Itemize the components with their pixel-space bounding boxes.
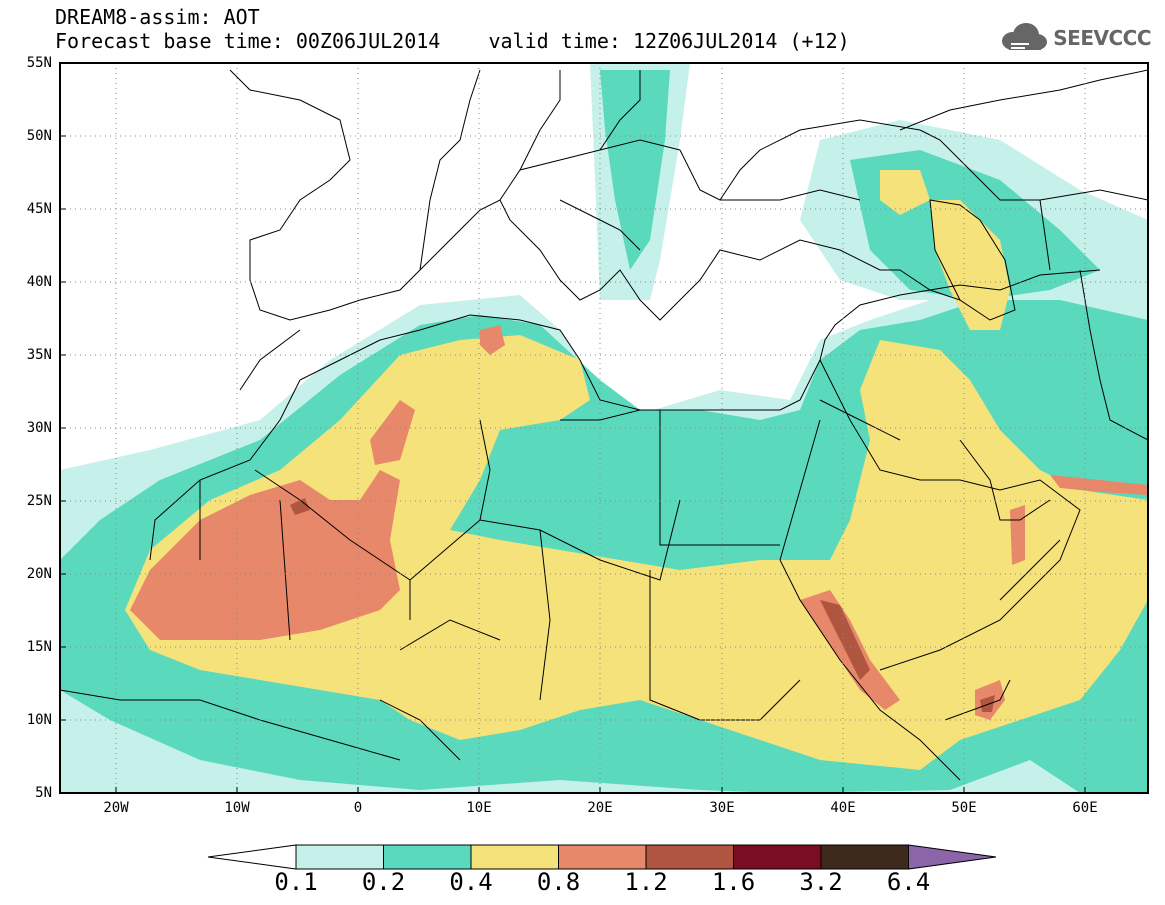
lat-label-20n: 20N: [26, 566, 52, 582]
lon-label-20w: 20W: [103, 800, 129, 816]
colorbar-box-2: [383, 844, 472, 870]
lon-label-60e: 60E: [1072, 800, 1098, 816]
colorbar-box-4: [558, 844, 647, 870]
lat-label-15n: 15N: [26, 639, 52, 655]
colorbar-box-6: [733, 844, 822, 870]
colorbar-box-3: [470, 844, 559, 870]
colorbar-label-6.4: 6.4: [886, 868, 931, 896]
seevccc-logo: SEEVCCC: [999, 20, 1151, 56]
logo-text: SEEVCCC: [1053, 26, 1151, 50]
lat-label-50n: 50N: [26, 128, 52, 144]
colorbar-label-0.1: 0.1: [274, 868, 318, 896]
lat-label-55n: 55N: [26, 55, 52, 71]
lat-label-45n: 45N: [26, 201, 52, 217]
lon-label-0: 0: [353, 800, 363, 816]
country-borders: [60, 69, 1148, 781]
lon-label-50e: 50E: [951, 800, 977, 816]
lat-label-40n: 40N: [26, 274, 52, 290]
lat-label-35n: 35N: [26, 347, 52, 363]
lat-label-10n: 10N: [26, 712, 52, 728]
colorbar-label-0.2: 0.2: [361, 868, 406, 896]
axis-ticks: [60, 62, 1086, 793]
colorbar-label-0.4: 0.4: [449, 868, 493, 896]
lon-label-10w: 10W: [224, 800, 250, 816]
cloud-icon: [1002, 23, 1048, 50]
lat-label-30n: 30N: [26, 420, 52, 436]
colorbar-label-0.8: 0.8: [536, 868, 581, 896]
colorbar-box-5: [645, 844, 734, 870]
colorbar-label-3.2: 3.2: [799, 868, 843, 896]
lon-label-20e: 20E: [587, 800, 613, 816]
lon-label-40e: 40E: [830, 800, 856, 816]
colorbar-under-arrow: [207, 844, 297, 870]
title-line-2: Forecast base time: 00Z06JUL2014 valid t…: [55, 29, 850, 53]
colorbar: [207, 844, 997, 870]
lon-label-30e: 30E: [709, 800, 735, 816]
colorbar-box-7: [820, 844, 909, 870]
aot-band-1.2: [290, 498, 995, 712]
colorbar-label-1.6: 1.6: [711, 868, 756, 896]
lat-label-25n: 25N: [26, 493, 52, 509]
colorbar-box-1: [295, 844, 384, 870]
lat-label-5n: 5N: [35, 785, 52, 801]
title-line-1: DREAM8-assim: AOT: [55, 5, 260, 29]
colorbar-label-1.2: 1.2: [624, 868, 668, 896]
colorbar-over-arrow: [908, 844, 997, 870]
lon-label-10e: 10E: [466, 800, 492, 816]
